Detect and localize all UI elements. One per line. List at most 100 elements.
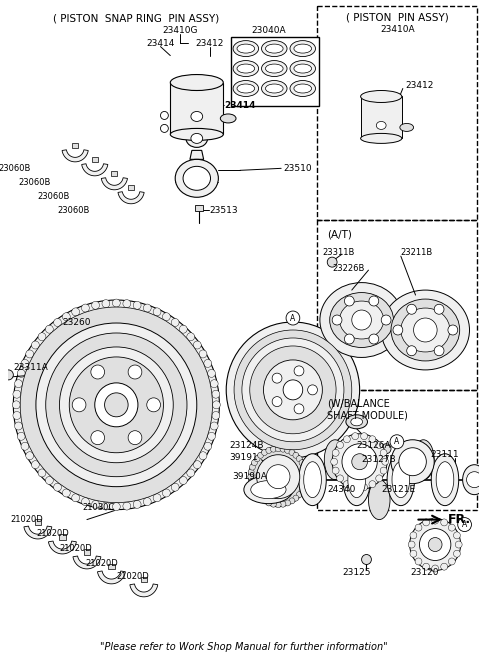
Text: ( PISTON  PIN ASSY): ( PISTON PIN ASSY) bbox=[346, 12, 449, 23]
Circle shape bbox=[248, 469, 254, 475]
Text: 23211B: 23211B bbox=[401, 248, 433, 256]
Circle shape bbox=[153, 494, 161, 502]
Ellipse shape bbox=[294, 64, 312, 73]
Circle shape bbox=[69, 357, 163, 453]
Circle shape bbox=[289, 449, 295, 455]
Text: 23513: 23513 bbox=[210, 206, 238, 215]
Circle shape bbox=[153, 308, 161, 316]
Circle shape bbox=[21, 442, 29, 450]
Circle shape bbox=[26, 452, 34, 460]
Circle shape bbox=[252, 460, 257, 466]
Circle shape bbox=[171, 319, 179, 327]
Text: 23311B: 23311B bbox=[323, 248, 355, 256]
Circle shape bbox=[262, 498, 267, 504]
Text: 23412: 23412 bbox=[406, 81, 434, 90]
Circle shape bbox=[212, 411, 220, 419]
Circle shape bbox=[448, 558, 455, 565]
Circle shape bbox=[91, 365, 105, 379]
Circle shape bbox=[14, 380, 23, 388]
Circle shape bbox=[133, 301, 141, 309]
Circle shape bbox=[301, 483, 307, 489]
Circle shape bbox=[72, 494, 80, 502]
Circle shape bbox=[207, 432, 216, 440]
Circle shape bbox=[399, 448, 426, 476]
Circle shape bbox=[193, 341, 201, 349]
Circle shape bbox=[390, 435, 404, 449]
Circle shape bbox=[26, 350, 34, 358]
Circle shape bbox=[302, 478, 308, 485]
Ellipse shape bbox=[244, 476, 293, 504]
Ellipse shape bbox=[279, 468, 297, 491]
Circle shape bbox=[410, 532, 417, 539]
Circle shape bbox=[199, 452, 207, 460]
Ellipse shape bbox=[220, 114, 236, 123]
Circle shape bbox=[409, 519, 461, 571]
Text: 23311A: 23311A bbox=[13, 363, 48, 373]
Circle shape bbox=[434, 346, 444, 356]
Circle shape bbox=[342, 443, 377, 480]
Circle shape bbox=[204, 442, 212, 450]
Ellipse shape bbox=[175, 159, 218, 197]
Circle shape bbox=[360, 433, 368, 440]
Circle shape bbox=[62, 313, 70, 321]
Circle shape bbox=[105, 393, 128, 417]
Polygon shape bbox=[62, 150, 88, 162]
Circle shape bbox=[360, 483, 368, 491]
Circle shape bbox=[391, 440, 434, 483]
Bar bbox=[231, 37, 319, 106]
Circle shape bbox=[46, 476, 53, 485]
Bar bbox=[92, 157, 98, 162]
Circle shape bbox=[423, 519, 430, 526]
Circle shape bbox=[234, 330, 352, 450]
Circle shape bbox=[301, 464, 307, 470]
Circle shape bbox=[160, 125, 168, 133]
Circle shape bbox=[82, 304, 89, 312]
Ellipse shape bbox=[351, 418, 362, 426]
Circle shape bbox=[144, 498, 151, 506]
Circle shape bbox=[213, 401, 220, 409]
Circle shape bbox=[448, 524, 455, 531]
Text: 23412: 23412 bbox=[195, 39, 224, 48]
Circle shape bbox=[280, 446, 286, 452]
Circle shape bbox=[17, 369, 25, 377]
Bar bbox=[108, 564, 115, 569]
Circle shape bbox=[91, 431, 105, 445]
Circle shape bbox=[407, 346, 417, 356]
Circle shape bbox=[248, 478, 254, 485]
Circle shape bbox=[112, 502, 120, 510]
Circle shape bbox=[376, 475, 383, 482]
Circle shape bbox=[271, 446, 276, 452]
Circle shape bbox=[162, 313, 170, 321]
Ellipse shape bbox=[290, 60, 315, 77]
Circle shape bbox=[296, 491, 302, 498]
Circle shape bbox=[345, 334, 354, 344]
Polygon shape bbox=[190, 150, 204, 159]
Circle shape bbox=[294, 366, 304, 376]
Text: 23226B: 23226B bbox=[332, 264, 364, 273]
Text: 23126A: 23126A bbox=[357, 441, 391, 450]
Circle shape bbox=[199, 350, 207, 358]
Circle shape bbox=[331, 459, 337, 465]
Circle shape bbox=[180, 476, 187, 485]
Ellipse shape bbox=[401, 308, 450, 352]
Circle shape bbox=[12, 401, 20, 409]
Circle shape bbox=[415, 558, 422, 565]
Text: 21020D: 21020D bbox=[60, 544, 92, 553]
Circle shape bbox=[13, 390, 21, 398]
Ellipse shape bbox=[237, 84, 255, 93]
Circle shape bbox=[54, 319, 61, 327]
Polygon shape bbox=[48, 541, 76, 554]
Circle shape bbox=[369, 334, 379, 344]
Circle shape bbox=[382, 459, 389, 465]
Circle shape bbox=[302, 469, 308, 475]
Text: (W/BALANCE: (W/BALANCE bbox=[327, 399, 390, 409]
Circle shape bbox=[332, 315, 342, 325]
Circle shape bbox=[250, 464, 255, 470]
Ellipse shape bbox=[251, 481, 286, 499]
Text: 23127B: 23127B bbox=[361, 455, 396, 464]
Circle shape bbox=[144, 304, 151, 312]
Circle shape bbox=[123, 502, 131, 510]
Circle shape bbox=[296, 456, 302, 462]
Circle shape bbox=[249, 447, 308, 506]
Circle shape bbox=[13, 300, 219, 510]
